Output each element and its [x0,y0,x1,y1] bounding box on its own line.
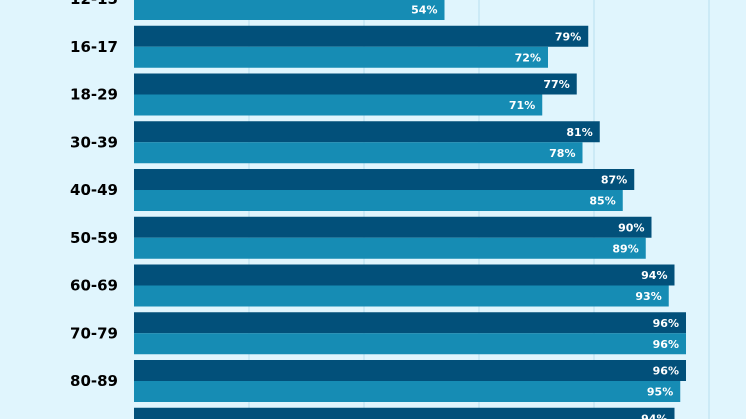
bar-series-1 [134,169,635,190]
data-label: 78% [549,147,575,160]
bar-series-2 [134,142,583,164]
category-label: 18-29 [70,86,118,104]
bar-series-2 [134,381,681,402]
bar-series-1 [134,360,686,381]
category-label: 50-59 [70,229,118,247]
data-label: 94% [641,412,667,419]
bar-series-1 [134,216,652,238]
data-label: 85% [589,195,615,208]
data-label: 89% [612,242,638,255]
data-label: 95% [647,386,673,399]
data-label: 79% [555,30,581,43]
bar-series-1 [134,73,577,95]
bar-series-2 [134,46,548,68]
bars [134,0,686,419]
data-label: 77% [543,78,569,91]
data-label: 96% [653,317,679,330]
category-label: 80-89 [70,372,118,390]
bar-series-1 [134,407,675,419]
data-label: 81% [566,126,592,139]
bar-series-2 [134,285,669,307]
bar-series-2 [134,190,623,211]
data-label: 90% [618,221,644,234]
category-label: 30-39 [70,133,118,151]
bar-series-2 [134,94,543,116]
bar-series-2 [134,237,646,259]
category-label: 16-17 [70,38,118,56]
data-label: 94% [641,269,667,282]
bar-series-1 [134,25,589,47]
data-label: 71% [509,99,535,112]
labels: 12-15 54% 16-17 79% 72% 18-29 77% 71% 30-39 81% 78… [70,0,679,419]
data-label: 93% [635,290,661,303]
bar-series-2 [134,333,686,355]
bar-series-1 [134,264,675,286]
bar-series-1 [134,121,600,143]
category-label: 70-79 [70,324,118,342]
category-label: 60-69 [70,277,118,295]
data-label: 96% [653,365,679,378]
data-label: 54% [411,4,437,17]
data-label: 87% [601,174,627,187]
category-label: 40-49 [70,181,118,199]
data-label: 72% [515,51,541,64]
data-label: 96% [653,338,679,351]
bar-series-1 [134,312,686,334]
bar-series-2 [134,0,445,20]
category-label: 12-15 [70,0,118,8]
